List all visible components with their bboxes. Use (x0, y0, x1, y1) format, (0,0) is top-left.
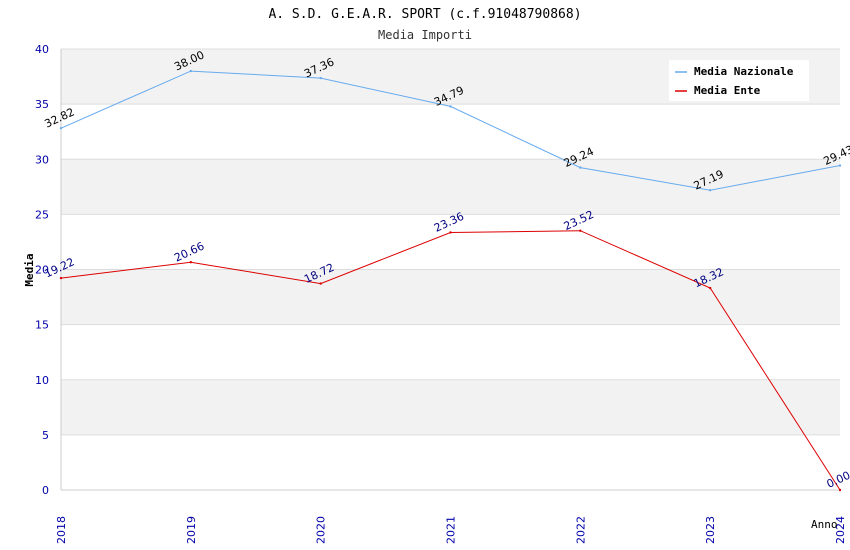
y-axis-title: Media (23, 253, 36, 286)
x-tick-label: 2018 (55, 516, 68, 544)
x-tick-label: 2019 (185, 516, 198, 544)
x-tick-labels: 2018 2019 2020 2021 2022 2023 2024 (55, 516, 847, 544)
plot-band (61, 269, 840, 325)
y-tick-label: 30 (35, 153, 49, 166)
y-tick-label: 40 (35, 43, 49, 56)
chart-title: A. S.D. G.E.A.R. SPORT (c.f.91048790868) (268, 7, 581, 22)
y-tick-label: 10 (35, 374, 49, 387)
x-axis-title: Anno (811, 518, 838, 531)
plot-background-bands (61, 49, 840, 490)
y-tick-label: 5 (42, 429, 49, 442)
y-tick-labels: 0 5 10 15 20 25 30 35 40 (35, 43, 49, 497)
y-tick-label: 35 (35, 98, 49, 111)
legend-box (669, 60, 809, 101)
series-lines (59, 69, 842, 492)
data-point (838, 488, 842, 492)
data-point (59, 276, 63, 280)
data-point (708, 189, 712, 192)
x-tick-label: 2021 (445, 516, 458, 544)
data-point (579, 229, 582, 232)
plot-band (61, 324, 840, 380)
plot-band (61, 379, 840, 435)
y-tick-label: 25 (35, 208, 49, 221)
data-point (708, 286, 712, 290)
data-point (59, 126, 63, 130)
x-tick-label: 2023 (704, 516, 717, 544)
data-point (319, 76, 322, 80)
plot-band (61, 104, 840, 160)
data-point (319, 282, 322, 285)
data-point (579, 166, 582, 169)
x-tick-label: 2022 (574, 516, 587, 544)
y-tick-label: 20 (35, 264, 49, 277)
chart-subtitle: Media Importi (378, 28, 472, 42)
data-point (449, 105, 452, 108)
legend-label-media-ente: Media Ente (694, 84, 761, 97)
y-tick-label: 0 (42, 484, 49, 497)
x-tick-label: 2024 (834, 516, 847, 544)
data-point (189, 69, 193, 73)
plot-band (61, 214, 840, 270)
legend: Media Nazionale Media Ente (669, 60, 809, 101)
plot-band (61, 159, 840, 215)
legend-label-media-nazionale: Media Nazionale (694, 65, 794, 78)
data-point (838, 164, 842, 167)
plot-band (61, 434, 840, 490)
data-point (449, 231, 452, 234)
y-tick-label: 15 (35, 319, 49, 332)
x-tick-label: 2020 (315, 516, 328, 544)
data-point (189, 261, 193, 264)
